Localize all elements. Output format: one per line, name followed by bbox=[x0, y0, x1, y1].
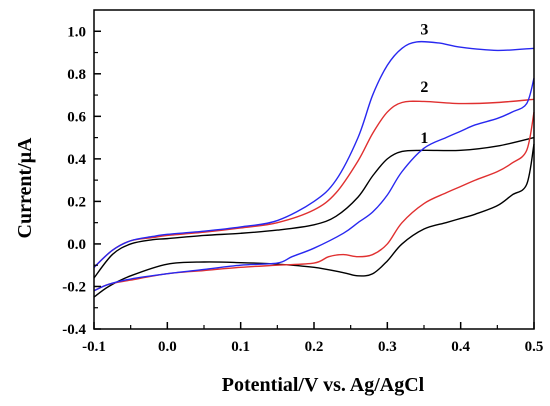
series-3 bbox=[93, 40, 535, 292]
x-tick-label: 0.0 bbox=[158, 339, 177, 355]
x-tick-label: 0.2 bbox=[305, 339, 324, 355]
curve-label-1: 1 bbox=[420, 130, 428, 147]
curves bbox=[93, 40, 535, 298]
x-tick-label: 0.3 bbox=[378, 339, 397, 355]
series-3-reverse-scan bbox=[93, 77, 535, 292]
y-tick-label: 0.2 bbox=[67, 194, 86, 210]
series-1-forward-scan bbox=[93, 136, 535, 279]
y-tick-label: 1.0 bbox=[67, 24, 86, 40]
y-tick-label: 0.8 bbox=[67, 67, 86, 83]
y-tick-label: -0.2 bbox=[62, 279, 86, 295]
x-tick-label: 0.1 bbox=[231, 339, 250, 355]
series-1-reverse-scan bbox=[93, 143, 535, 298]
series-2-forward-scan bbox=[93, 98, 535, 268]
x-tick-label: -0.1 bbox=[82, 339, 106, 355]
plot-background bbox=[94, 10, 534, 329]
curve-labels: 1 2 3 bbox=[420, 21, 428, 146]
series-3-forward-scan bbox=[93, 40, 535, 268]
y-tick-label: 0.6 bbox=[67, 109, 86, 125]
x-tick-label: 0.4 bbox=[451, 339, 470, 355]
y-tick-label: 0.4 bbox=[67, 152, 86, 168]
curve-label-3: 3 bbox=[420, 21, 428, 38]
series-1 bbox=[93, 136, 535, 298]
axes: -0.1 0.0 0.1 0.2 0.3 0.4 0.5 -0.4 -0.2 0.0 0.2 0.4 0… bbox=[62, 9, 544, 355]
x-axis-title: Potential/V vs. Ag/AgCl bbox=[222, 374, 425, 396]
y-tick-label: 0.0 bbox=[67, 237, 86, 253]
y-tick-label: -0.4 bbox=[62, 322, 86, 338]
x-tick-label: 0.5 bbox=[525, 339, 544, 355]
plot-area bbox=[94, 10, 534, 329]
y-axis-title: Current/μA bbox=[14, 137, 36, 239]
curve-label-2: 2 bbox=[420, 79, 428, 96]
